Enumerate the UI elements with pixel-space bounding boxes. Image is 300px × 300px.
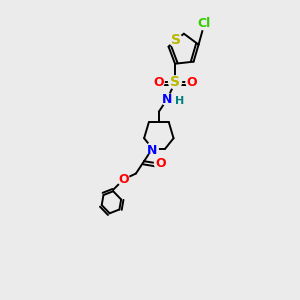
- Circle shape: [175, 97, 184, 106]
- Text: N: N: [147, 144, 158, 157]
- Text: O: O: [118, 173, 129, 186]
- Text: N: N: [162, 93, 172, 106]
- Text: O: O: [187, 76, 197, 89]
- Text: O: O: [153, 76, 164, 89]
- Circle shape: [161, 94, 173, 105]
- Text: Cl: Cl: [198, 17, 211, 30]
- Circle shape: [198, 17, 211, 30]
- Circle shape: [154, 158, 166, 170]
- Text: S: S: [170, 75, 180, 89]
- Circle shape: [152, 76, 164, 88]
- Text: S: S: [171, 33, 181, 47]
- Text: O: O: [155, 157, 166, 170]
- Circle shape: [169, 34, 182, 46]
- Circle shape: [146, 142, 158, 154]
- Circle shape: [118, 174, 129, 185]
- Text: H: H: [175, 96, 184, 106]
- Circle shape: [169, 76, 182, 89]
- Circle shape: [186, 76, 198, 88]
